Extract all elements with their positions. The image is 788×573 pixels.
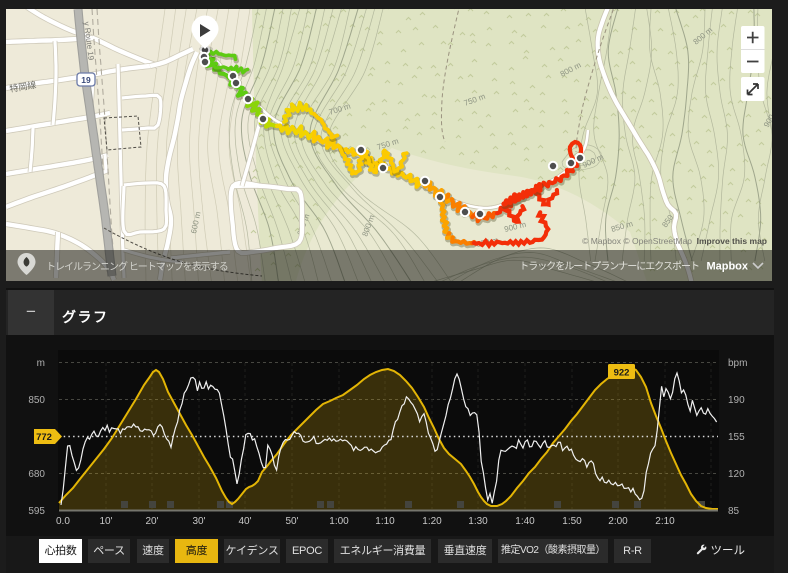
svg-text:850: 850 [28,395,45,406]
svg-text:680: 680 [28,469,45,480]
svg-text:1:10: 1:10 [375,516,395,527]
svg-text:特岡線: 特岡線 [9,79,37,94]
svg-text:155: 155 [728,432,745,443]
svg-text:120: 120 [728,469,745,480]
svg-text:1:00: 1:00 [329,516,349,527]
svg-text:772: 772 [36,432,52,443]
svg-text:40': 40' [238,516,251,527]
svg-text:1:30: 1:30 [468,516,488,527]
svg-text:50': 50' [285,516,298,527]
svg-text:0.0: 0.0 [56,516,70,527]
svg-text:85: 85 [728,506,740,517]
svg-text:トラックをルートプランナーにエクスポート: トラックをルートプランナーにエクスポート [519,261,699,273]
svg-text:© Mapbox © OpenStreetMap: © Mapbox © OpenStreetMap [582,236,692,246]
svg-text:1:20: 1:20 [422,516,442,527]
svg-text:20': 20' [145,516,158,527]
svg-text:1:50: 1:50 [562,516,582,527]
svg-text:2:00: 2:00 [608,516,628,527]
svg-text:bpm: bpm [728,358,747,369]
svg-text:30': 30' [192,516,205,527]
svg-text:922: 922 [614,368,630,379]
svg-text:2:10: 2:10 [655,516,675,527]
svg-text:m: m [37,358,45,369]
svg-text:トレイルランニング ヒートマップを表示する: トレイルランニング ヒートマップを表示する [46,260,228,273]
svg-text:Mapbox: Mapbox [706,261,748,273]
svg-text:1:40: 1:40 [515,516,535,527]
svg-text:19: 19 [81,75,91,85]
svg-text:Improve this map: Improve this map [697,236,767,246]
svg-text:10': 10' [99,516,112,527]
svg-text:595: 595 [28,506,45,517]
svg-text:190: 190 [728,395,745,406]
svg-text:900: 900 [762,112,772,129]
